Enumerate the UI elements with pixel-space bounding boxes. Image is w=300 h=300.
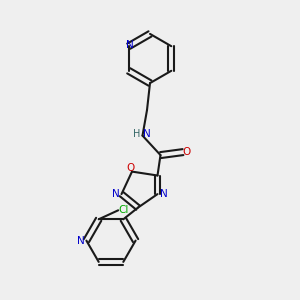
Text: O: O — [182, 147, 191, 157]
Text: N: N — [77, 236, 85, 246]
Text: O: O — [126, 163, 135, 173]
Text: N: N — [160, 189, 167, 199]
Text: N: N — [126, 40, 134, 50]
Text: Cl: Cl — [118, 205, 129, 215]
Text: H: H — [134, 129, 141, 139]
Text: N: N — [143, 129, 151, 139]
Text: N: N — [112, 189, 119, 199]
